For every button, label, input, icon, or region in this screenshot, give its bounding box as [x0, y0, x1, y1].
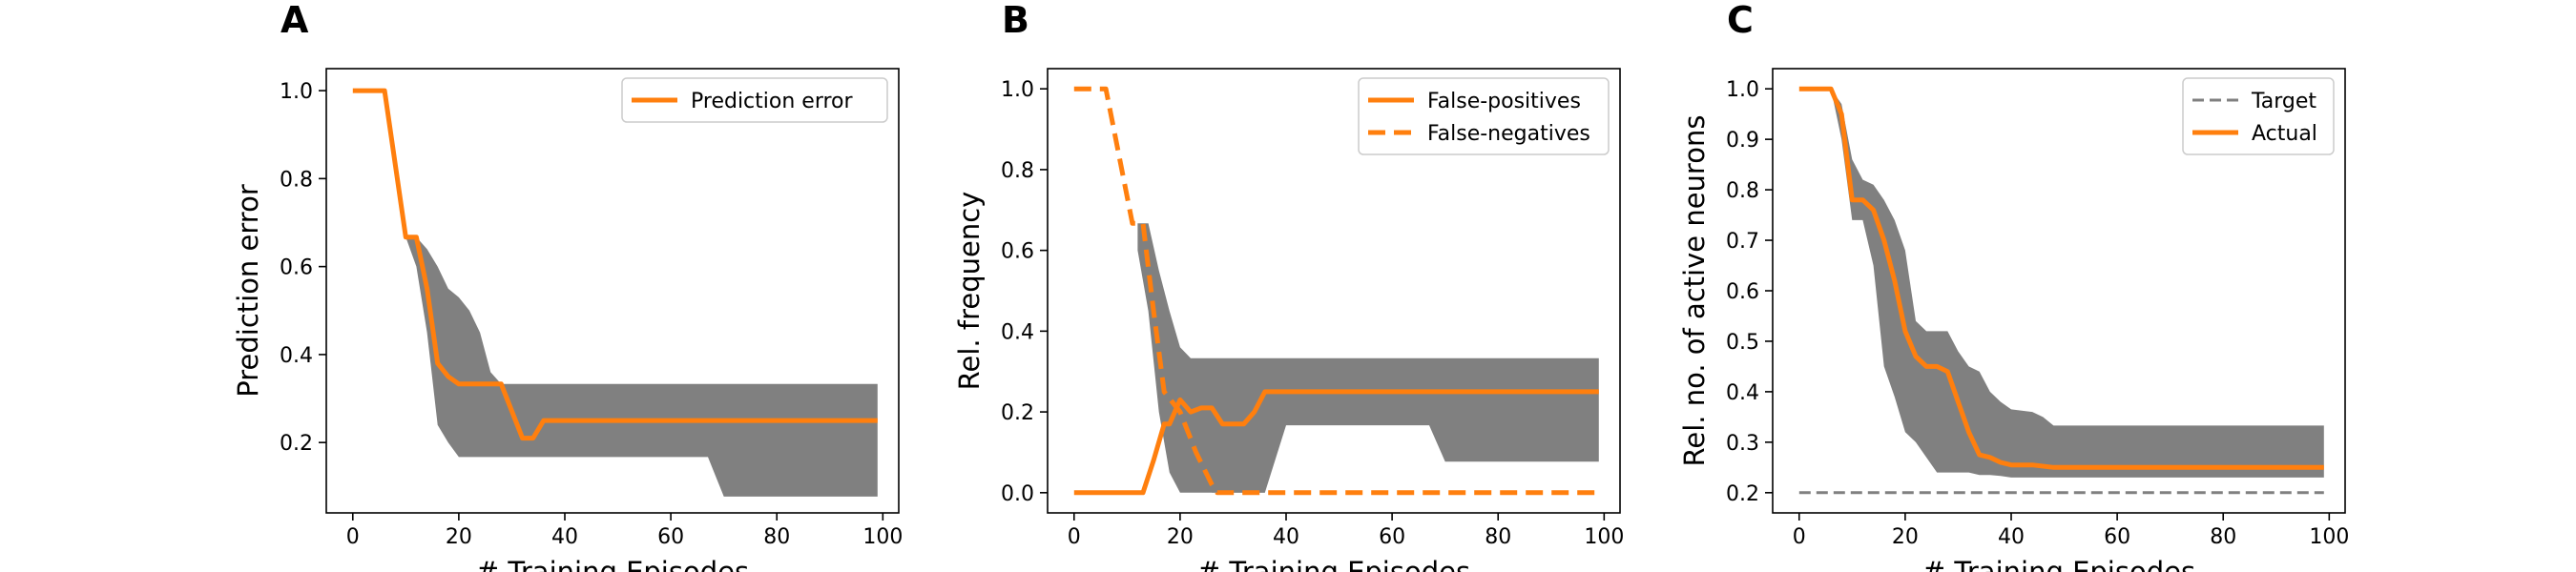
plot-frame — [325, 68, 900, 514]
x-tick-label: 60 — [657, 525, 684, 549]
y-tick-label: 0.7 — [1726, 230, 1759, 254]
panel-letter: A — [280, 0, 309, 41]
legend-label: False-negatives — [1427, 122, 1590, 146]
y-tick-label: 0.4 — [280, 344, 313, 368]
y-tick-label: 0.4 — [1001, 320, 1034, 344]
y-tick-label: 0.3 — [1726, 432, 1759, 456]
variability-band — [1137, 223, 1599, 493]
x-axis-label: # Training Episodes — [476, 556, 749, 572]
x-tick-label: 20 — [1167, 525, 1194, 549]
plot-frame — [1047, 68, 1621, 514]
y-tick-label: 0.2 — [1726, 482, 1759, 506]
x-tick-label: 80 — [1485, 525, 1511, 549]
legend-label: Prediction error — [691, 90, 853, 113]
panel-a: 0 20 40 60 80 100 0.2 0.4 0.6 0.8 1.0 # Training Ep… — [232, 0, 903, 572]
y-axis-label: Rel. frequency — [953, 192, 986, 391]
legend-box — [2182, 77, 2335, 155]
x-tick-label: 0 — [1068, 525, 1081, 549]
panel-letter: C — [1727, 0, 1754, 41]
x-tick-label: 60 — [1379, 525, 1405, 549]
panel-c: 0 20 40 60 80 100 0.2 0.3 0.4 0.5 0.6 0.7 0.8 0.9 1.0 #… — [1678, 0, 2349, 572]
x-tick-label: 100 — [862, 525, 903, 549]
x-tick-label: 100 — [1584, 525, 1624, 549]
series-line-2 — [1798, 86, 2324, 470]
y-tick-label: 1.0 — [1001, 78, 1034, 102]
x-tick-label: 40 — [1998, 525, 2025, 549]
y-tick-label: 0.6 — [280, 256, 313, 280]
variability-band — [1212, 432, 1265, 493]
y-axis-label: Prediction error — [232, 184, 264, 398]
x-tick-label: 0 — [346, 525, 360, 549]
x-axis-label: # Training Episodes — [1197, 556, 1470, 572]
y-axis-label: Rel. no. of active neurons — [1678, 115, 1711, 467]
legend: False-positives False-negatives — [1358, 77, 1610, 155]
y-tick-label: 0.6 — [1726, 280, 1759, 304]
series-line-2 — [1073, 86, 1599, 496]
x-tick-label: 80 — [763, 525, 790, 549]
y-tick-label: 0.9 — [1726, 129, 1759, 153]
y-tick-label: 0.8 — [1001, 159, 1034, 183]
x-axis-label: # Training Episodes — [1922, 556, 2195, 572]
legend-box — [1358, 77, 1610, 155]
y-tick-label: 0.8 — [1726, 179, 1759, 203]
y-tick-label: 0.4 — [1726, 381, 1759, 405]
panel-letter: B — [1002, 0, 1029, 41]
y-tick-label: 0.5 — [1726, 331, 1759, 355]
y-tick-label: 0.2 — [280, 432, 313, 456]
y-tick-label: 1.0 — [1726, 78, 1759, 102]
y-tick-label: 1.0 — [280, 80, 313, 104]
legend: Prediction error — [621, 77, 888, 123]
x-tick-label: 20 — [446, 525, 472, 549]
series-line-1 — [1073, 389, 1599, 496]
x-tick-label: 60 — [2104, 525, 2130, 549]
legend: Target Actual — [2182, 77, 2335, 155]
variability-band — [405, 236, 878, 497]
y-tick-label: 0.2 — [1001, 401, 1034, 425]
legend-box — [621, 77, 888, 123]
series-line-1 — [352, 88, 878, 441]
variability-band — [1831, 89, 2324, 478]
x-tick-label: 100 — [2309, 525, 2349, 549]
legend-label: False-positives — [1427, 90, 1581, 113]
panel-b: 0 20 40 60 80 100 0.0 0.2 0.4 0.6 0.8 1.0 # Training… — [953, 0, 1624, 572]
x-tick-label: 20 — [1892, 525, 1919, 549]
legend-label: Target — [2251, 90, 2316, 113]
x-tick-label: 0 — [1793, 525, 1806, 549]
y-tick-label: 0.0 — [1001, 482, 1034, 506]
y-tick-label: 0.8 — [280, 168, 313, 192]
x-tick-label: 80 — [2210, 525, 2236, 549]
x-tick-label: 40 — [551, 525, 578, 549]
legend-label: Actual — [2252, 122, 2317, 146]
y-tick-label: 0.6 — [1001, 240, 1034, 264]
x-tick-label: 40 — [1273, 525, 1299, 549]
